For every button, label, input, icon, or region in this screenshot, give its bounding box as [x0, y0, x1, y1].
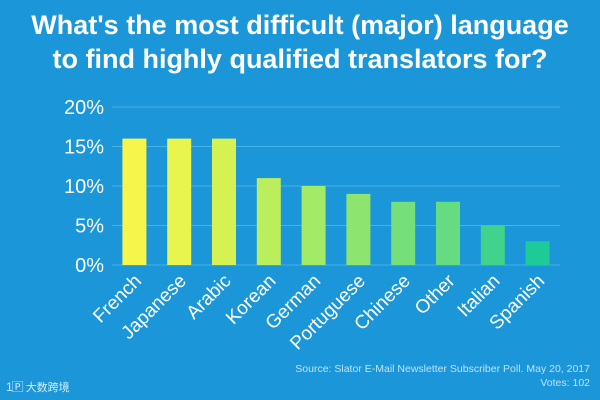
y-tick-label: 15% — [64, 137, 104, 159]
y-tick-label: 20% — [64, 97, 104, 119]
y-tick-label: 5% — [75, 216, 104, 238]
chart-title-line-1: What's the most difficult (major) langua… — [31, 10, 569, 40]
x-tick-label: Other — [411, 270, 460, 319]
logo-text: 大数跨境 — [25, 381, 70, 394]
bar-italian — [480, 225, 505, 265]
y-tick-label: 10% — [64, 176, 104, 198]
watermark-logo: 1🄿 大数跨境 — [6, 378, 70, 395]
bar-chinese — [391, 201, 416, 265]
bar-korean — [256, 178, 281, 265]
bar-japanese — [167, 138, 192, 265]
bar-german — [301, 186, 326, 265]
bar-spanish — [525, 241, 550, 265]
votes-text: Votes: 102 — [540, 377, 590, 389]
y-tick-label: 0% — [75, 255, 104, 277]
source-note: Source: Slator E-Mail Newsletter Subscri… — [295, 362, 590, 390]
logo-mark: 1🄿 — [6, 380, 24, 394]
bar-other — [436, 201, 460, 265]
source-text: Source: Slator E-Mail Newsletter Subscri… — [295, 363, 590, 375]
bar-portuguese — [346, 193, 371, 265]
chart-title: What's the most difficult (major) langua… — [0, 8, 600, 76]
bar-french — [122, 138, 147, 265]
chart-title-line-2: to find highly qualified translators for… — [52, 44, 548, 74]
bar-arabic — [212, 138, 236, 265]
